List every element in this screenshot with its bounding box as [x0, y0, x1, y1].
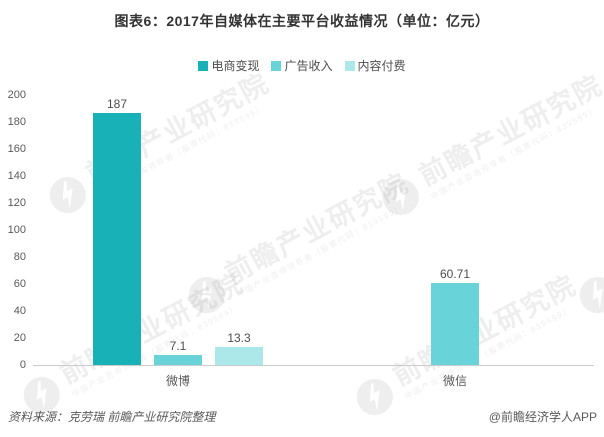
y-tick-label: 40: [13, 305, 26, 317]
legend-swatch: [271, 60, 282, 71]
y-tick-label: 140: [7, 170, 26, 182]
y-tick-label: 200: [7, 89, 26, 101]
y-tick-label: 160: [7, 143, 26, 155]
legend-swatch: [198, 60, 209, 71]
source-note: 资料来源：克劳瑞 前瞻产业研究院整理: [8, 410, 216, 424]
x-axis-line: [33, 365, 594, 366]
bar-电商变现-微博: [93, 113, 141, 365]
legend-label: 广告收入: [284, 59, 333, 73]
credit-note: @前瞻经济学人APP: [488, 410, 597, 424]
y-tick-label: 80: [13, 251, 26, 263]
category-label-微博: 微博: [165, 374, 191, 388]
chart-title: 图表6：2017年自媒体在主要平台收益情况（单位：亿元）: [114, 13, 490, 29]
legend-label: 内容付费: [357, 59, 406, 73]
y-tick-label: 180: [7, 116, 26, 128]
y-tick-label: 20: [13, 332, 26, 344]
legend-swatch: [344, 60, 355, 71]
bar-value-label: 60.71: [439, 267, 471, 281]
y-tick-label: 60: [13, 278, 26, 290]
category-label-微信: 微信: [442, 374, 468, 388]
legend-item-内容付费: 内容付费: [344, 57, 406, 74]
bar-广告收入-微博: [154, 355, 202, 365]
bar-广告收入-微信: [431, 283, 479, 365]
legend-item-电商变现: 电商变现: [198, 57, 259, 74]
bar-value-label: 13.3: [227, 331, 251, 345]
bar-内容付费-微博: [215, 347, 263, 365]
y-tick-label: 100: [7, 224, 26, 236]
legend: 电商变现 广告收入 内容付费: [0, 57, 604, 74]
bar-value-label: 187: [106, 97, 128, 111]
legend-label: 电商变现: [211, 59, 260, 73]
y-tick-label: 120: [7, 197, 26, 209]
y-tick-label: 0: [19, 359, 26, 371]
legend-item-广告收入: 广告收入: [271, 57, 333, 74]
bar-value-label: 7.1: [169, 339, 187, 353]
